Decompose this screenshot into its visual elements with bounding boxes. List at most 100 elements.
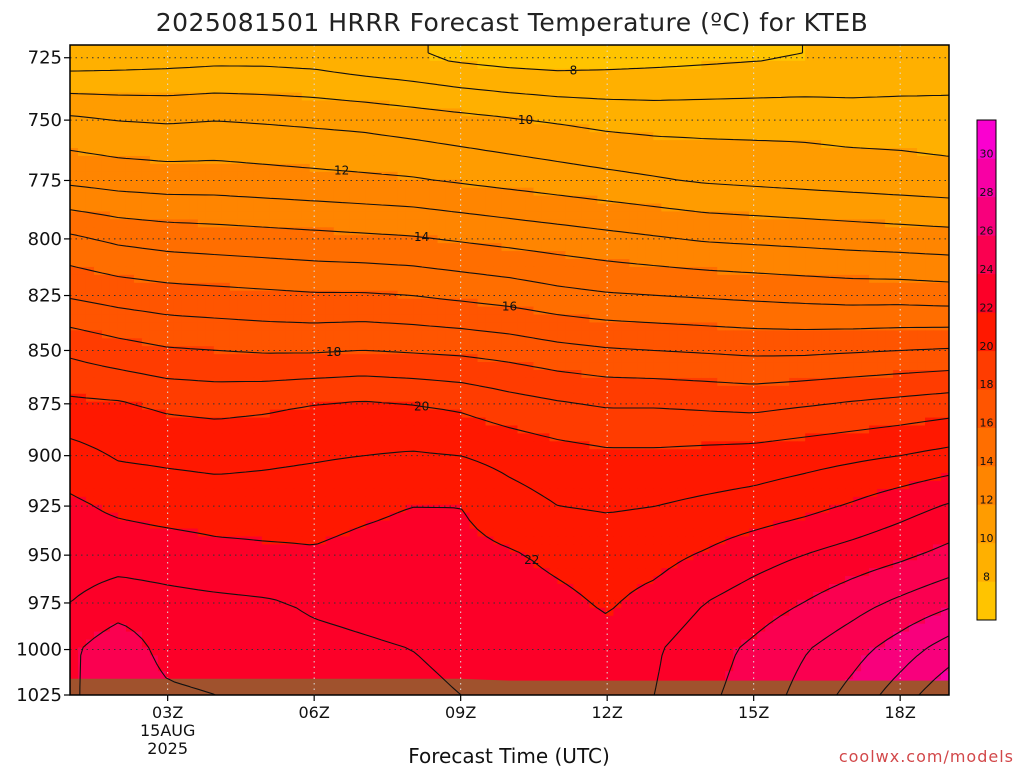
temperature-cell — [117, 377, 127, 387]
temperature-cell — [125, 243, 135, 252]
temperature-cell — [549, 322, 559, 331]
temperature-cell — [477, 370, 487, 379]
temperature-cell — [109, 298, 119, 308]
temperature-cell — [301, 155, 311, 165]
temperature-cell — [461, 219, 471, 228]
temperature-cell — [781, 266, 790, 276]
temperature-cell — [309, 274, 319, 284]
temperature-cell — [301, 76, 311, 86]
temperature-cell — [501, 68, 511, 78]
temperature-cell — [909, 314, 918, 324]
temperature-cell — [717, 385, 726, 395]
temperature-cell — [821, 60, 830, 70]
temperature-cell — [781, 76, 790, 86]
temperature-cell — [253, 100, 263, 110]
temperature-cell — [333, 219, 343, 228]
temperature-cell — [557, 132, 567, 141]
temperature-cell — [837, 314, 846, 324]
temperature-cell — [461, 148, 471, 157]
temperature-cell — [237, 362, 247, 371]
temperature-cell — [341, 322, 351, 331]
temperature-cell — [165, 235, 175, 244]
temperature-cell — [181, 377, 191, 387]
temperature-cell — [229, 45, 239, 54]
temperature-cell — [781, 60, 790, 70]
temperature-cell — [797, 377, 806, 387]
temperature-cell — [133, 76, 143, 86]
temperature-cell — [621, 163, 630, 173]
temperature-cell — [261, 362, 271, 371]
temperature-cell — [253, 60, 263, 70]
temperature-cell — [77, 52, 87, 62]
temperature-cell — [741, 330, 750, 339]
temperature-cell — [645, 163, 654, 173]
temperature-cell — [853, 330, 862, 339]
temperature-cell — [245, 235, 255, 244]
temperature-cell — [205, 195, 215, 205]
temperature-cell — [101, 124, 111, 133]
temperature-cell — [701, 219, 710, 228]
temperature-cell — [509, 314, 519, 324]
temperature-cell — [477, 274, 487, 284]
temperature-cell — [861, 219, 870, 228]
temperature-cell — [173, 187, 183, 197]
temperature-cell — [765, 132, 774, 141]
temperature-cell — [413, 266, 423, 276]
temperature-cell — [589, 259, 598, 268]
temperature-cell — [165, 203, 175, 213]
temperature-cell — [589, 171, 598, 181]
temperature-cell — [733, 290, 742, 300]
temperature-cell — [93, 219, 103, 228]
temperature-cell — [165, 306, 175, 316]
temperature-cell — [70, 338, 79, 347]
temperature-cell — [933, 187, 942, 197]
temperature-cell — [741, 266, 750, 276]
temperature-cell — [493, 377, 503, 387]
temperature-cell — [629, 203, 638, 213]
temperature-cell — [893, 393, 902, 403]
temperature-cell — [933, 290, 942, 300]
temperature-cell — [125, 219, 135, 228]
temperature-cell — [125, 401, 135, 411]
temperature-cell — [589, 370, 598, 379]
temperature-cell — [125, 282, 135, 292]
temperature-cell — [757, 330, 766, 339]
temperature-cell — [237, 68, 247, 78]
temperature-cell — [693, 171, 702, 181]
temperature-cell — [397, 195, 407, 205]
temperature-cell — [653, 362, 662, 371]
temperature-cell — [293, 282, 303, 292]
temperature-cell — [925, 282, 934, 292]
temperature-cell — [341, 401, 351, 411]
temperature-cell — [933, 243, 942, 252]
temperature-cell — [677, 148, 686, 157]
temperature-cell — [557, 171, 567, 181]
temperature-cell — [149, 124, 159, 133]
temperature-cell — [597, 338, 606, 347]
temperature-cell — [909, 163, 918, 173]
temperature-cell — [173, 338, 183, 347]
temperature-cell — [917, 259, 926, 268]
temperature-cell — [501, 290, 511, 300]
temperature-cell — [413, 306, 423, 316]
temperature-cell — [485, 370, 495, 379]
temperature-cell — [661, 108, 670, 117]
temperature-cell — [517, 322, 527, 331]
temperature-cell — [405, 148, 415, 157]
temperature-cell — [133, 330, 143, 339]
temperature-cell — [509, 203, 519, 213]
temperature-cell — [877, 52, 886, 62]
temperature-cell — [453, 187, 463, 197]
temperature-cell — [525, 211, 535, 220]
temperature-cell — [565, 227, 575, 236]
temperature-cell — [197, 211, 207, 220]
temperature-cell — [317, 314, 327, 324]
temperature-cell — [309, 155, 319, 165]
temperature-cell — [549, 171, 559, 181]
temperature-cell — [685, 393, 694, 403]
temperature-cell — [453, 322, 463, 331]
temperature-cell — [205, 52, 215, 62]
temperature-cell — [101, 266, 111, 276]
temperature-cell — [605, 108, 614, 117]
temperature-cell — [645, 211, 654, 220]
